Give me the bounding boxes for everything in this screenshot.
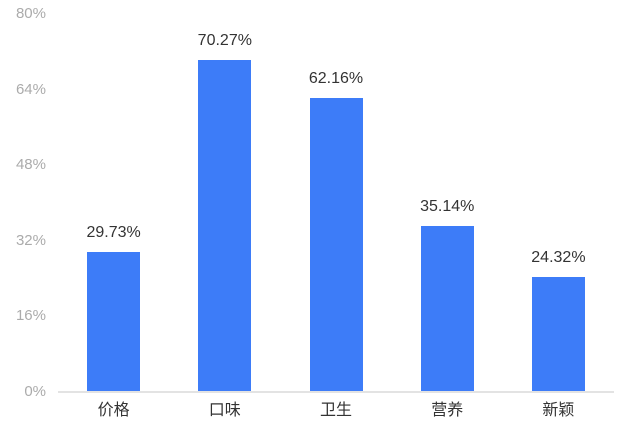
- x-axis-labels: 价格 口味 卫生 营养 新颖: [58, 402, 614, 420]
- bar-value-label: 24.32%: [531, 249, 586, 267]
- bar: [198, 59, 252, 392]
- x-axis-category-label: 价格: [97, 402, 130, 419]
- bar-value-label: 62.16%: [308, 70, 364, 88]
- bar-value-label: 29.73%: [86, 223, 141, 241]
- bar-value-label: 35.14%: [420, 197, 475, 215]
- bar-column: 24.32%: [503, 14, 614, 392]
- bar-column: 70.27%: [169, 14, 280, 392]
- bar: [531, 277, 585, 392]
- bar: [309, 98, 363, 392]
- bar-column: 29.73%: [58, 14, 169, 392]
- bar: [87, 251, 141, 392]
- bar-column: 35.14%: [392, 14, 503, 392]
- bar-value-label: 70.27%: [197, 31, 252, 49]
- bar: [420, 225, 474, 392]
- y-axis-tick-label: 0%: [24, 383, 46, 400]
- x-axis-category-label: 新颖: [542, 402, 575, 419]
- bar-series: 29.73% 70.27% 62.16% 35.14% 24.32%: [58, 14, 614, 392]
- plot-area: 29.73% 70.27% 62.16% 35.14% 24.32%: [58, 14, 614, 393]
- y-axis-tick-label: 80%: [15, 5, 46, 22]
- x-axis-category-label: 口味: [208, 402, 241, 419]
- y-axis-tick-label: 32%: [15, 232, 46, 249]
- x-axis-category-label: 营养: [431, 402, 464, 419]
- x-axis-line: [58, 391, 614, 393]
- y-axis-tick-label: 16%: [15, 307, 46, 324]
- y-axis-tick-label: 64%: [15, 81, 46, 98]
- x-axis-category-label: 卫生: [320, 402, 353, 419]
- bar-column: 62.16%: [280, 14, 391, 392]
- y-axis-tick-label: 48%: [15, 156, 46, 173]
